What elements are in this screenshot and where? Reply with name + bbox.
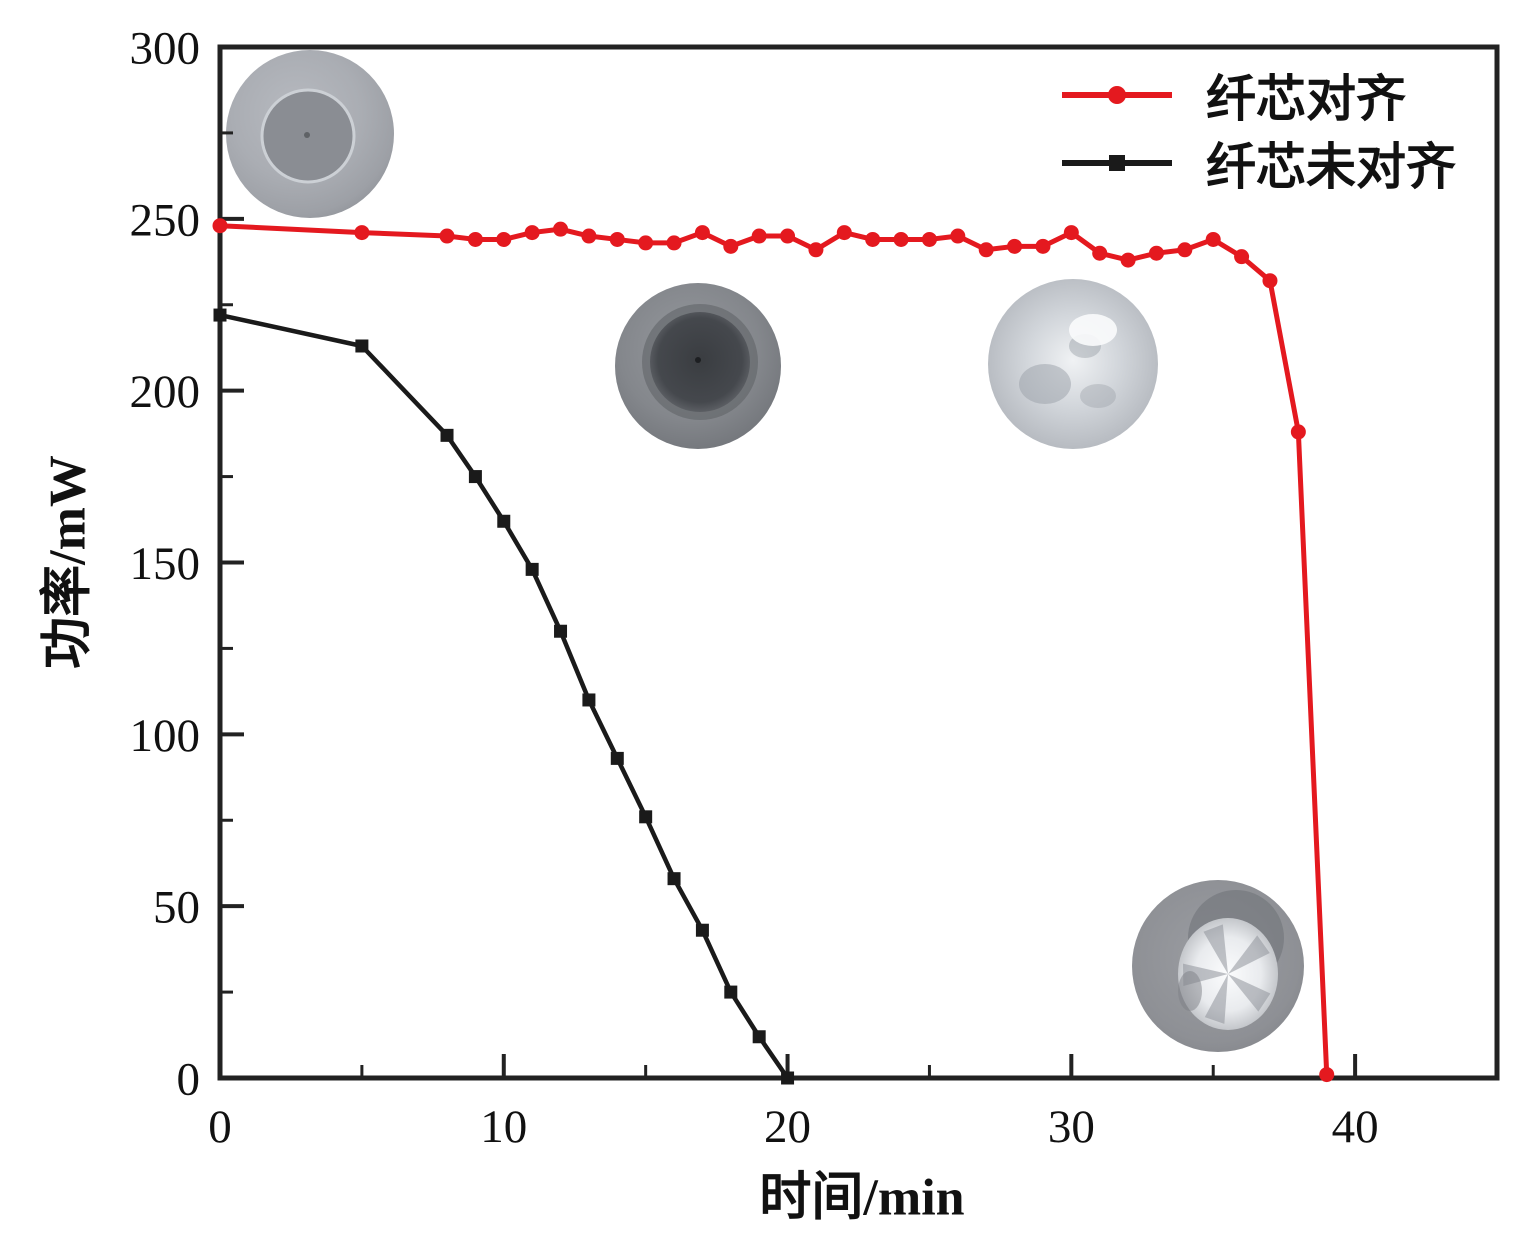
data-point [468,470,482,484]
data-point [978,242,994,258]
legend-swatch-aligned-icon [1062,86,1172,104]
data-point [467,231,483,247]
y-tick-label: 200 [130,366,201,418]
data-point [1234,249,1250,265]
fiber-endface-dark-core-image [615,283,781,449]
data-point [354,225,370,241]
axis-ticks [218,45,1358,1080]
y-tick-label: 100 [130,710,201,762]
fiber-endface-damaged-image [1132,880,1304,1052]
x-tick-label: 0 [208,1101,232,1153]
data-point [554,624,568,638]
data-point [1319,1067,1335,1083]
legend-entry-misaligned: 纤芯未对齐 [1058,134,1456,195]
x-tick-label: 40 [1332,1101,1379,1153]
data-point [666,235,682,251]
data-point [1148,245,1164,261]
data-point [667,872,681,886]
data-point [1120,252,1136,268]
data-point [639,810,653,824]
data-point [695,923,709,937]
data-point [212,218,228,234]
data-point [893,231,909,247]
data-point [724,985,738,999]
data-point [610,751,624,765]
data-point [497,514,511,528]
data-point [553,221,569,237]
data-point [921,231,937,247]
data-point [865,231,881,247]
x-tick-label: 10 [480,1101,527,1153]
data-point [1092,245,1108,261]
fiber-endface-intact-image [226,50,394,218]
data-point [1262,273,1278,289]
data-point [1290,424,1306,440]
y-tick-label: 50 [153,882,200,934]
data-point [780,228,796,244]
legend-entry-aligned: 纤芯对齐 [1058,66,1456,127]
series-aligned [212,218,1335,1083]
data-point [950,228,966,244]
data-point [609,231,625,247]
x-axis-title: 时间/min [759,1169,965,1227]
data-point [781,1071,795,1085]
data-point [1177,242,1193,258]
tick-labels: 0 50 100 150 200 250 300 0 10 20 30 40 [130,22,1379,1153]
data-point [581,228,597,244]
data-point [694,225,710,241]
x-tick-label: 30 [1048,1101,1095,1153]
data-point [525,562,539,576]
legend: 纤芯对齐 纤芯未对齐 [1058,66,1456,195]
legend-swatch-misaligned-icon [1062,155,1172,171]
y-tick-label: 0 [177,1053,201,1105]
data-point [524,225,540,241]
data-point [440,428,454,442]
data-point [723,238,739,254]
data-point [1035,238,1051,254]
y-tick-label: 150 [130,538,201,590]
inset-images [226,50,1304,1052]
x-tick-label: 20 [764,1101,811,1153]
data-point [1205,231,1221,247]
series-misaligned [213,308,795,1085]
legend-label-misaligned: 纤芯未对齐 [1206,139,1456,195]
data-point [439,228,455,244]
data-point [836,225,852,241]
data-point [808,242,824,258]
legend-label-aligned: 纤芯对齐 [1206,71,1406,127]
data-point [496,231,512,247]
data-point [751,228,767,244]
data-point [213,308,227,322]
data-point [582,693,596,707]
y-tick-label: 250 [130,194,201,246]
data-point [1007,238,1023,254]
data-point [638,235,654,251]
axis-minor-ticks [220,131,1215,1078]
data-point [1063,225,1079,241]
y-axis-title: 功率/mW [39,455,97,669]
data-point [355,339,369,353]
y-tick-label: 300 [130,22,201,74]
fiber-endface-bright-core-image [988,279,1158,449]
data-point [752,1030,766,1044]
